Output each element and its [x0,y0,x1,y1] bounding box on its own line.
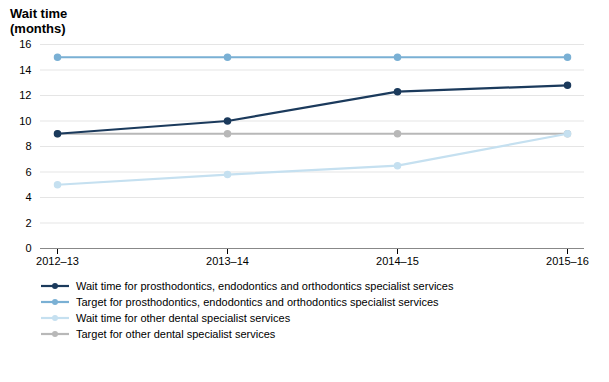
svg-text:0: 0 [25,242,31,254]
svg-text:2012–13: 2012–13 [36,255,79,267]
svg-text:8: 8 [25,140,31,152]
html-text:Target for prosthodontics, end: Target for prosthodontics, endodontics a… [76,296,439,308]
svg-text:6: 6 [25,166,31,178]
html-text:Wait time for prosthodontics,: Wait time for prosthodontics, endodontic… [76,280,454,292]
svg-text:16: 16 [19,38,31,50]
svg-text:2013–14: 2013–14 [206,255,249,267]
html-text:Wait time (months): Wait time (months) [10,6,68,36]
html-text:Wait time for other dental spe: Wait time for other dental specialist se… [76,312,291,324]
svg-text:2: 2 [25,217,31,229]
svg-text:4: 4 [25,191,31,203]
svg-text:12: 12 [19,89,31,101]
svg-text:14: 14 [19,64,31,76]
svg-text:10: 10 [19,115,31,127]
svg-text:2015–16: 2015–16 [546,255,589,267]
html-text:Target for other dental specia: Target for other dental specialist servi… [76,328,276,340]
svg-text:2014–15: 2014–15 [376,255,419,267]
